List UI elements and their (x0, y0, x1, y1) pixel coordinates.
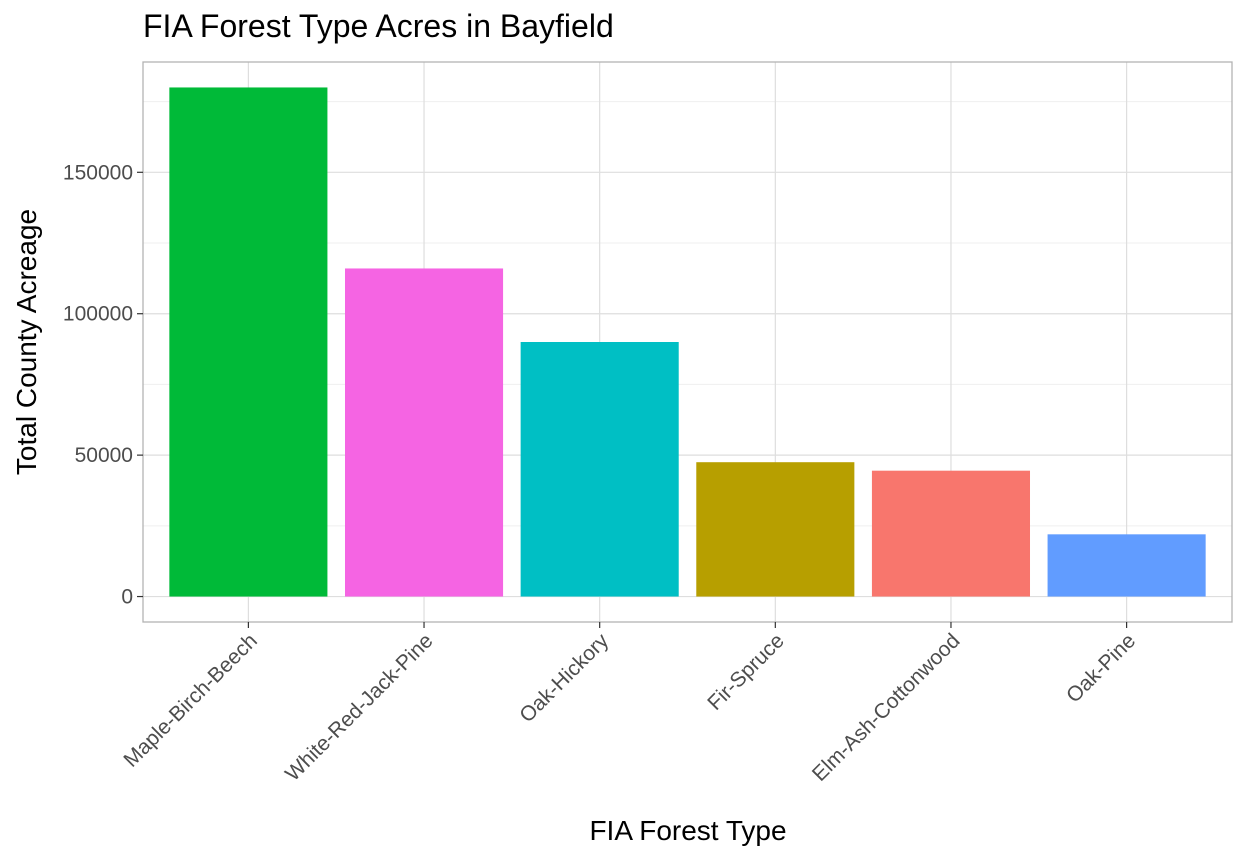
x-tick-label: Maple-Birch-Beech (119, 629, 262, 772)
plot-panel: 0 50000 100000 150000 Maple-Birch-Beech White… (63, 61, 1233, 786)
bar-oak-hickory (520, 342, 679, 597)
bar-oak-pine (1047, 534, 1206, 597)
y-tick-label: 100000 (63, 303, 133, 326)
chart-title: FIA Forest Type Acres in Bayfield (143, 8, 614, 44)
x-tick-label: Fir-Spruce (703, 629, 789, 715)
panel-border (142, 61, 1233, 623)
y-tick-label: 50000 (75, 444, 133, 467)
y-tick-label: 150000 (63, 161, 133, 184)
bar-elm-ash-cottonwood (871, 470, 1031, 597)
bar-fir-spruce (696, 462, 855, 597)
x-tick-label: Elm-Ash-Cottonwood (808, 629, 965, 786)
x-tick-label: Oak-Hickory (515, 629, 613, 727)
x-axis-title: FIA Forest Type (589, 815, 786, 846)
bar-white-red-jack-pine (344, 268, 504, 597)
x-tick-label: Oak-Pine (1062, 629, 1140, 707)
y-axis-title: Total County Acreage (11, 209, 42, 475)
bar-maple-birch-beech (169, 87, 328, 597)
y-tick-label: 0 (121, 586, 133, 609)
x-tick-label: White-Red-Jack-Pine (281, 629, 438, 786)
